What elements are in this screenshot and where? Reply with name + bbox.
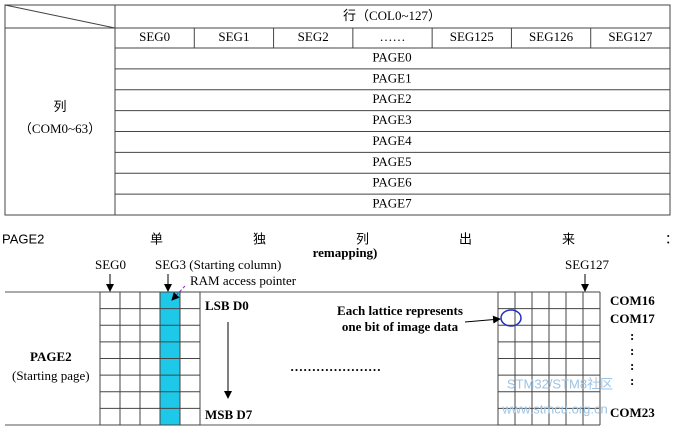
column-label: SEG0 xyxy=(139,29,170,44)
com-label: : xyxy=(630,358,634,373)
page-label: PAGE2 xyxy=(372,91,411,106)
caption: 来 xyxy=(562,231,575,246)
table-border xyxy=(4,4,671,216)
table xyxy=(4,4,671,216)
com-label: COM16 xyxy=(610,293,655,308)
pointer-label: RAM access pointer xyxy=(190,273,297,288)
row-header: 列 xyxy=(53,99,66,114)
page-label: PAGE1 xyxy=(372,70,411,85)
col-header: 行（COL0~127） xyxy=(343,8,441,23)
com-label: COM23 xyxy=(610,405,655,420)
com-label: : xyxy=(630,373,634,388)
com-label: COM17 xyxy=(610,311,655,326)
watermark: STM32/STM8社区 xyxy=(507,376,613,391)
seg-label: SEG0 xyxy=(95,257,126,272)
page-label: PAGE0 xyxy=(372,49,411,64)
diagonal xyxy=(4,4,116,29)
remap-note: remapping) xyxy=(313,245,378,260)
row-header: （COM0~63） xyxy=(19,121,101,136)
lattice-circle xyxy=(500,309,522,327)
page-label: PAGE6 xyxy=(372,175,412,190)
seg-label: SEG3 (Starting column) xyxy=(155,257,281,272)
caption: 列 xyxy=(356,231,369,246)
column-label: …… xyxy=(380,29,406,44)
page-note: (Starting page) xyxy=(12,368,90,383)
page-label: PAGE4 xyxy=(372,133,412,148)
watermark: www.stmcu.org.cn xyxy=(501,401,607,416)
lattice-note: one bit of image data xyxy=(342,319,459,334)
column-label: SEG125 xyxy=(450,29,494,44)
arrow xyxy=(171,285,186,301)
column-label: SEG1 xyxy=(218,29,249,44)
column-label: SEG127 xyxy=(608,29,653,44)
page-label: PAGE7 xyxy=(372,196,412,211)
caption: ： xyxy=(665,231,676,246)
caption: 出 xyxy=(459,231,472,246)
column-label: SEG2 xyxy=(298,29,329,44)
page-label: PAGE3 xyxy=(372,112,411,127)
caption: 单 xyxy=(150,231,163,246)
caption: PAGE2 xyxy=(2,231,44,246)
arrow xyxy=(464,315,501,324)
column-label: SEG126 xyxy=(529,29,574,44)
msb-label: MSB D7 xyxy=(205,407,253,422)
caption: 独 xyxy=(253,231,266,246)
com-label: : xyxy=(630,343,634,358)
dots: ………………… xyxy=(290,359,381,374)
com-label: : xyxy=(630,328,634,343)
page-label: PAGE2 xyxy=(30,349,72,364)
page-label: PAGE5 xyxy=(372,154,411,169)
lsb-label: LSB D0 xyxy=(205,298,249,313)
seg-label: SEG127 xyxy=(565,257,610,272)
lattice-note: Each lattice represents xyxy=(337,303,463,318)
